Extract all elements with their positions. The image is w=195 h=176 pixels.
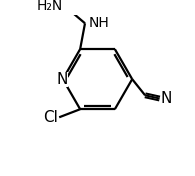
Text: N: N [56, 72, 68, 87]
Text: H₂N: H₂N [37, 0, 63, 12]
Text: N: N [160, 91, 172, 106]
Text: Cl: Cl [43, 110, 58, 125]
Text: NH: NH [89, 16, 110, 30]
